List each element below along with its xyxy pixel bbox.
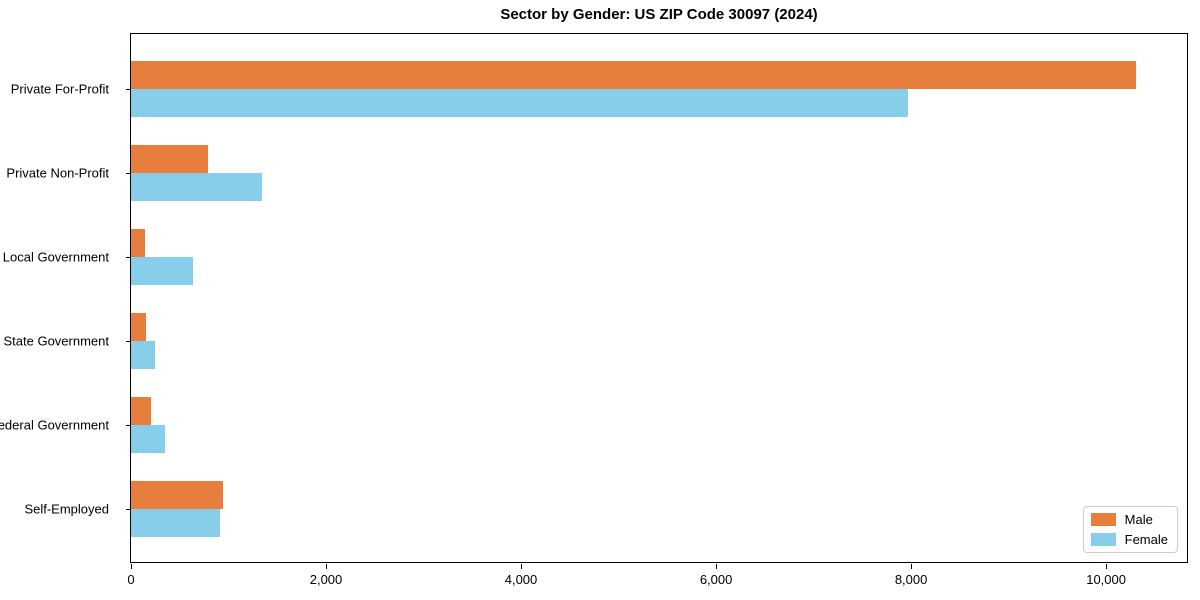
legend-label: Male — [1124, 512, 1153, 527]
x-axis-tick-label: 0 — [127, 572, 135, 587]
chart-title: Sector by Gender: US ZIP Code 30097 (202… — [500, 6, 818, 23]
female-legend-swatch — [1090, 533, 1116, 546]
legend-entry-female: Female — [1090, 532, 1168, 547]
x-axis-tick — [326, 564, 327, 569]
x-axis-tick-label: 2,000 — [309, 572, 343, 587]
x-axis-tick — [1106, 564, 1108, 569]
legend: Male Female — [1082, 506, 1178, 553]
y-axis-category-label: Local Government — [2, 249, 109, 265]
male-bar — [131, 229, 146, 257]
male-legend-swatch — [1090, 513, 1116, 526]
y-axis-category-label: State Government — [3, 333, 110, 349]
legend-entry-male: Male — [1090, 512, 1168, 527]
y-axis-tick — [126, 424, 131, 426]
female-bar — [131, 341, 155, 369]
y-axis-category-label: Private Non-Profit — [6, 165, 109, 181]
y-axis-tick — [126, 340, 131, 342]
male-bar — [131, 397, 151, 425]
y-axis-category-label: Self-Employed — [24, 501, 109, 517]
y-axis-tick — [126, 508, 131, 510]
male-bar — [131, 481, 224, 509]
male-bar — [131, 145, 208, 173]
x-axis-tick-label: 4,000 — [504, 572, 538, 587]
x-axis-tick-label: 10,000 — [1086, 572, 1126, 587]
female-bar — [131, 509, 221, 537]
y-axis-category-label: Federal Government — [0, 417, 109, 433]
female-bar — [131, 425, 166, 453]
male-bar — [131, 313, 147, 341]
x-axis-tick — [716, 564, 718, 569]
female-bar — [131, 89, 909, 117]
x-axis-tick-label: 6,000 — [699, 572, 733, 587]
female-bar — [131, 173, 263, 201]
x-axis-tick — [521, 564, 522, 569]
legend-label: Female — [1124, 532, 1168, 547]
y-axis-tick — [126, 172, 131, 174]
x-axis-tick — [911, 564, 913, 569]
male-bar — [131, 61, 1137, 89]
female-bar — [131, 257, 193, 285]
x-axis-tick-label: 8,000 — [894, 572, 928, 587]
y-axis-tick — [126, 256, 131, 258]
x-axis-tick — [131, 564, 132, 569]
plot-area: Private For-Profit Private Non-Profit Loca… — [0, 33, 1188, 587]
y-axis-tick — [126, 88, 131, 90]
y-axis-category-label: Private For-Profit — [10, 81, 109, 97]
